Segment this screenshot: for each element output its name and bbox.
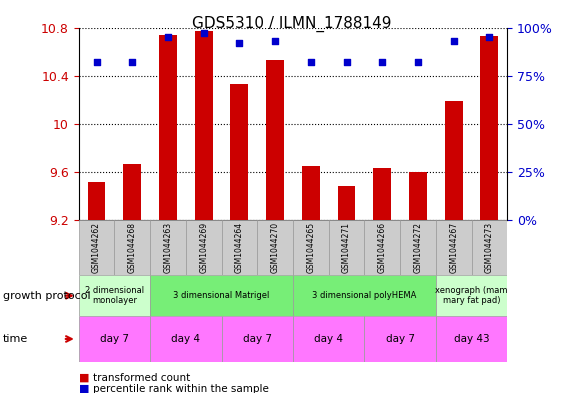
Text: 2 dimensional
monolayer: 2 dimensional monolayer — [85, 286, 144, 305]
Text: GSM1044268: GSM1044268 — [128, 222, 137, 273]
Text: GSM1044264: GSM1044264 — [235, 222, 244, 273]
Bar — [445, 101, 462, 220]
Bar — [114, 220, 150, 275]
Bar — [436, 220, 472, 275]
Bar — [230, 84, 248, 220]
Bar — [150, 275, 293, 316]
Text: ■: ■ — [79, 384, 89, 393]
Point — [306, 59, 315, 65]
Point — [484, 34, 494, 40]
Bar — [293, 275, 436, 316]
Bar — [79, 275, 150, 316]
Text: GSM1044271: GSM1044271 — [342, 222, 351, 273]
Point — [128, 59, 137, 65]
Bar — [436, 316, 507, 362]
Point — [271, 38, 280, 44]
Point — [449, 38, 458, 44]
Bar — [293, 316, 364, 362]
Text: GDS5310 / ILMN_1788149: GDS5310 / ILMN_1788149 — [192, 16, 391, 32]
Point — [342, 59, 351, 65]
Text: GSM1044262: GSM1044262 — [92, 222, 101, 273]
Bar — [150, 220, 186, 275]
Bar — [364, 220, 400, 275]
Text: day 4: day 4 — [314, 334, 343, 344]
Text: day 7: day 7 — [385, 334, 415, 344]
Bar — [124, 163, 141, 220]
Text: GSM1044270: GSM1044270 — [271, 222, 280, 273]
Text: GSM1044269: GSM1044269 — [199, 222, 208, 273]
Text: time: time — [3, 334, 28, 344]
Bar — [257, 220, 293, 275]
Bar — [472, 220, 507, 275]
Bar — [338, 186, 356, 220]
Bar — [159, 35, 177, 220]
Point — [92, 59, 101, 65]
Point — [378, 59, 387, 65]
Text: day 4: day 4 — [171, 334, 201, 344]
Bar — [195, 31, 213, 220]
Text: GSM1044266: GSM1044266 — [378, 222, 387, 273]
Bar — [293, 220, 329, 275]
Text: growth protocol: growth protocol — [3, 291, 90, 301]
Bar — [79, 316, 150, 362]
Text: xenograph (mam
mary fat pad): xenograph (mam mary fat pad) — [436, 286, 508, 305]
Text: day 43: day 43 — [454, 334, 489, 344]
Bar — [222, 316, 293, 362]
Bar — [373, 168, 391, 220]
Text: percentile rank within the sample: percentile rank within the sample — [93, 384, 269, 393]
Text: GSM1044272: GSM1044272 — [413, 222, 423, 273]
Point — [235, 40, 244, 46]
Text: GSM1044263: GSM1044263 — [163, 222, 173, 273]
Point — [163, 34, 173, 40]
Text: GSM1044273: GSM1044273 — [485, 222, 494, 273]
Text: day 7: day 7 — [243, 334, 272, 344]
Text: transformed count: transformed count — [93, 373, 191, 383]
Text: 3 dimensional polyHEMA: 3 dimensional polyHEMA — [312, 291, 417, 300]
Bar — [222, 220, 257, 275]
Bar — [436, 275, 507, 316]
Text: GSM1044265: GSM1044265 — [306, 222, 315, 273]
Bar — [186, 220, 222, 275]
Bar — [87, 182, 106, 220]
Point — [413, 59, 423, 65]
Text: ■: ■ — [79, 373, 89, 383]
Bar — [266, 60, 284, 220]
Text: day 7: day 7 — [100, 334, 129, 344]
Text: 3 dimensional Matrigel: 3 dimensional Matrigel — [173, 291, 270, 300]
Bar — [409, 172, 427, 220]
Bar — [400, 220, 436, 275]
Bar — [480, 36, 498, 220]
Bar — [364, 316, 436, 362]
Text: GSM1044267: GSM1044267 — [449, 222, 458, 273]
Bar — [329, 220, 364, 275]
Point — [199, 30, 208, 37]
Bar — [302, 166, 319, 220]
Bar — [79, 220, 114, 275]
Bar — [150, 316, 222, 362]
